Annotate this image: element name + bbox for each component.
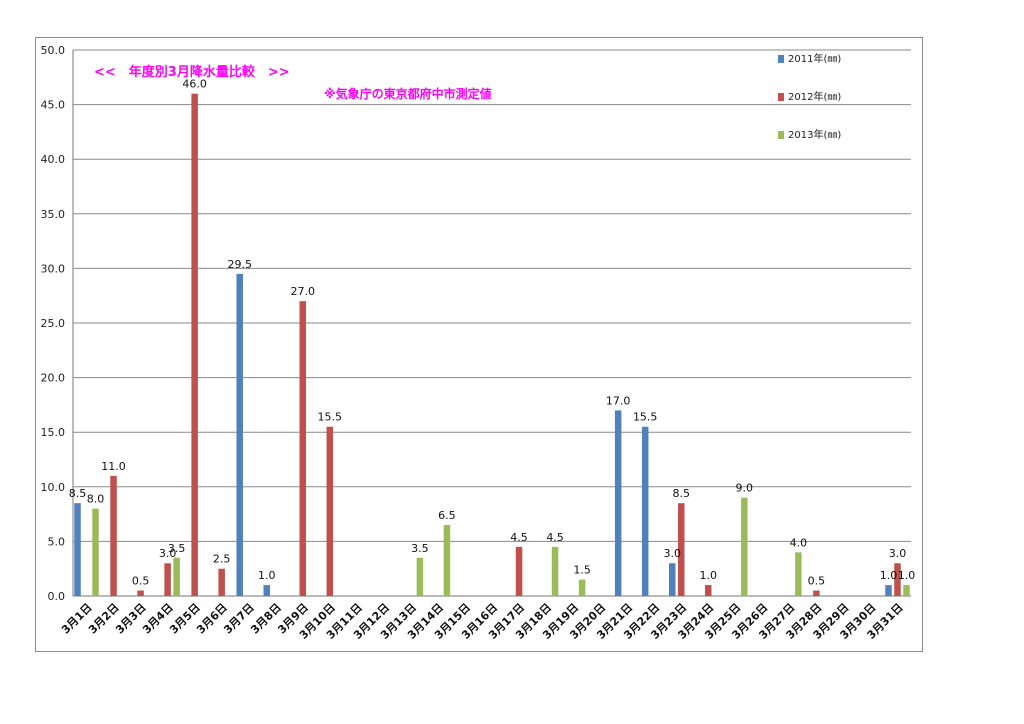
bar xyxy=(164,563,171,596)
y-tick-label: 40.0 xyxy=(41,153,66,166)
data-label: 29.5 xyxy=(227,258,252,271)
data-label: 1.0 xyxy=(258,569,276,582)
legend-swatch xyxy=(778,55,784,63)
legend-swatch xyxy=(778,131,784,139)
data-label: 15.5 xyxy=(633,411,658,424)
y-axis-ticks: 0.0 5.0 10.0 15.0 20.0 25.0 30.0 35.0 40.0 45.0 50… xyxy=(41,44,66,603)
gridlines xyxy=(72,49,911,597)
bar xyxy=(903,585,910,596)
data-label: 15.5 xyxy=(318,411,343,424)
bar xyxy=(191,93,198,597)
legend-swatch xyxy=(778,93,784,101)
y-tick-label: 45.0 xyxy=(41,99,66,112)
data-label: 4.5 xyxy=(510,531,527,544)
bar xyxy=(705,585,712,596)
y-tick-label: 15.0 xyxy=(41,426,66,439)
bar xyxy=(795,552,802,596)
data-label: 1.5 xyxy=(573,564,591,577)
legend: 2011年(㎜) 2012年(㎜) 2013年(㎜) xyxy=(778,52,841,141)
data-label: 9.0 xyxy=(736,482,754,495)
bar xyxy=(578,579,586,596)
bar xyxy=(236,273,243,596)
bar xyxy=(813,590,820,596)
data-label: 8.5 xyxy=(69,487,87,500)
bar xyxy=(551,546,559,596)
data-label: 2.5 xyxy=(213,553,231,566)
bar xyxy=(173,557,180,596)
data-label: 3.0 xyxy=(159,547,177,560)
chart-subtitle: ※気象庁の東京都府中市測定値 xyxy=(324,86,492,101)
legend-label: 2013年(㎜) xyxy=(788,128,841,141)
bar xyxy=(326,426,334,596)
bar xyxy=(416,557,424,596)
data-label: 3.5 xyxy=(168,542,186,555)
data-label: 3.5 xyxy=(411,542,429,555)
data-label: 4.0 xyxy=(790,536,808,549)
bar xyxy=(894,563,901,596)
data-label: 11.0 xyxy=(101,460,126,473)
data-label: 4.5 xyxy=(546,531,564,544)
y-tick-label: 35.0 xyxy=(41,208,66,221)
legend-label: 2011年(㎜) xyxy=(788,52,841,65)
bar xyxy=(92,508,99,596)
bar xyxy=(614,410,622,596)
data-labels: 8.529.51.017.015.53.01.011.00.53.046.02.… xyxy=(69,78,915,588)
bar xyxy=(110,475,117,596)
data-label: 1.0 xyxy=(700,569,718,582)
bar xyxy=(515,546,523,596)
bar xyxy=(668,563,676,596)
data-label: 8.0 xyxy=(87,493,105,506)
data-label: 6.5 xyxy=(438,509,456,522)
chart-title: << 年度別3月降水量比較 >> xyxy=(94,64,290,80)
bar-chart: 0.0 5.0 10.0 15.0 20.0 25.0 30.0 35.0 40.0 45.0 50… xyxy=(41,44,916,642)
data-label: 0.5 xyxy=(808,575,826,588)
y-tick-label: 25.0 xyxy=(41,317,66,330)
bar xyxy=(885,585,892,596)
y-tick-label: 20.0 xyxy=(41,372,66,385)
bar xyxy=(263,585,270,596)
bar xyxy=(137,590,144,596)
y-tick-label: 50.0 xyxy=(41,44,66,57)
data-label: 3.0 xyxy=(889,547,907,560)
y-tick-label: 30.0 xyxy=(41,262,66,275)
chart-frame: 0.0 5.0 10.0 15.0 20.0 25.0 30.0 35.0 40.0 45.0 50… xyxy=(35,37,923,652)
y-tick-label: 5.0 xyxy=(48,535,66,548)
data-label: 0.5 xyxy=(132,575,150,588)
bar xyxy=(641,426,649,596)
data-label: 1.0 xyxy=(898,569,916,582)
bar xyxy=(218,568,225,596)
data-label: 27.0 xyxy=(291,285,316,298)
bar xyxy=(741,497,748,596)
bar xyxy=(74,503,81,596)
data-label: 1.0 xyxy=(880,569,898,582)
legend-label: 2012年(㎜) xyxy=(788,90,841,103)
data-label: 46.0 xyxy=(182,78,207,91)
bar xyxy=(299,301,307,596)
bar xyxy=(443,525,451,596)
data-label: 8.5 xyxy=(672,487,690,500)
x-axis-ticks: 3月1日3月2日3月3日3月4日3月5日3月6日3月7日3月8日3月9日3月10… xyxy=(59,601,906,642)
bar xyxy=(677,503,685,596)
bars xyxy=(74,93,910,597)
y-tick-label: 0.0 xyxy=(48,590,66,603)
data-label: 3.0 xyxy=(663,547,681,560)
data-label: 17.0 xyxy=(606,394,631,407)
y-tick-label: 10.0 xyxy=(41,481,66,494)
